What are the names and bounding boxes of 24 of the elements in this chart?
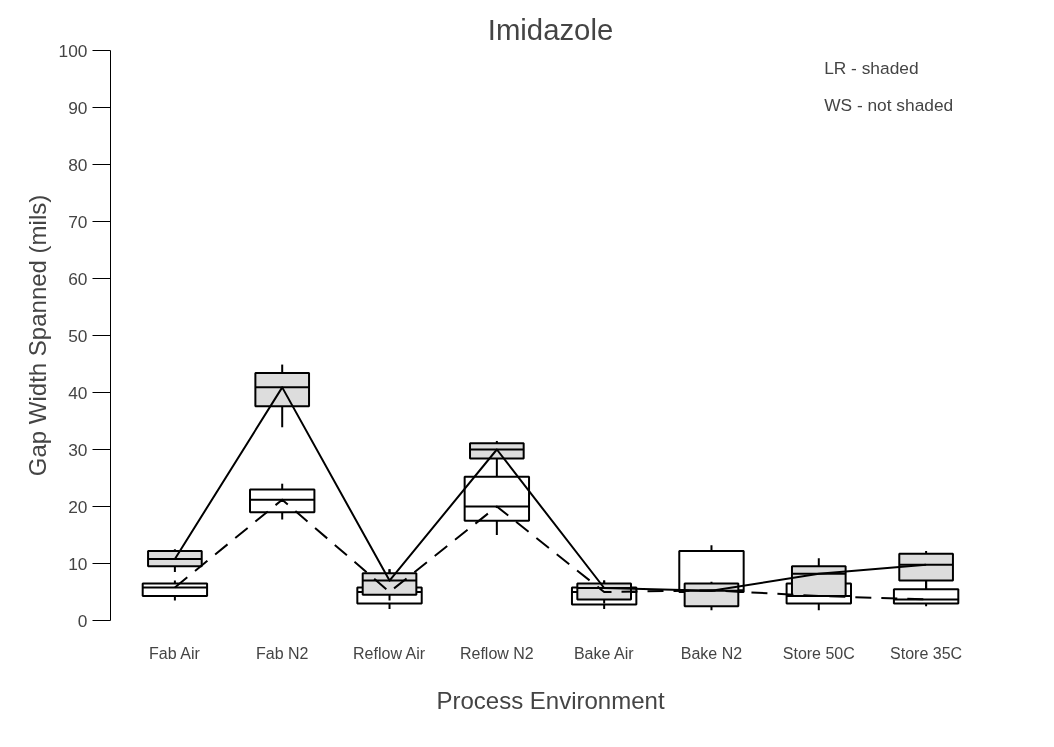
x-tick-label: Fab N2	[255, 644, 309, 662]
y-tick-label: 50	[68, 325, 88, 346]
y-axis-title: Gap Width Spanned (mils)	[23, 194, 51, 477]
y-tick-label: 30	[68, 439, 88, 460]
y-tick-label: 0	[77, 610, 88, 631]
x-tick-label: Store 35C	[890, 644, 963, 662]
x-tick-label: Reflow N2	[459, 644, 534, 662]
x-tick-label: Bake N2	[680, 644, 743, 662]
annotation: LR - shaded	[824, 57, 919, 78]
x-tick-label: Reflow Air	[353, 644, 426, 662]
x-tick-label: Fab Air	[149, 644, 201, 662]
x-tick-label: Store 50C	[782, 644, 855, 662]
y-tick-label: 60	[68, 268, 88, 289]
y-tick-label: 40	[68, 382, 88, 403]
x-axis-title: Process Environment	[436, 686, 665, 714]
y-tick-label: 70	[68, 211, 88, 232]
annotation: WS - not shaded	[824, 94, 954, 115]
y-tick-label: 100	[58, 40, 88, 61]
y-tick-label: 10	[68, 553, 88, 574]
y-tick-label: 90	[68, 97, 88, 118]
chart-title: Imidazole	[487, 12, 614, 46]
y-tick-label: 20	[68, 496, 88, 517]
y-tick-label: 80	[68, 154, 88, 175]
x-tick-label: Bake Air	[573, 644, 635, 662]
